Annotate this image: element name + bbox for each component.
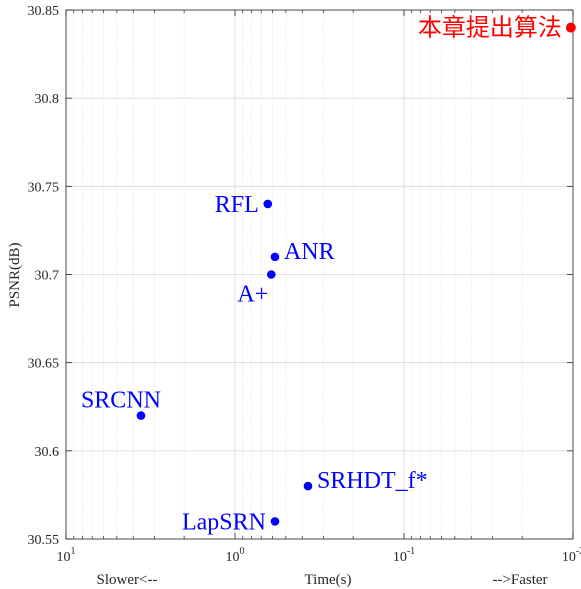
x-tick-label: 101 [57, 546, 76, 565]
y-tick-label: 30.75 [28, 180, 60, 195]
x-axis-right-note: -->Faster [492, 572, 547, 588]
y-tick-labels: 30.55 30.6 30.65 30.7 30.75 30.8 30.85 [28, 4, 60, 548]
y-tick-label: 30.65 [28, 357, 60, 372]
data-point [266, 270, 276, 279]
x-tick-label: 100 [226, 546, 245, 565]
point-label: SRCNN [81, 388, 161, 414]
data-point [303, 481, 313, 491]
y-tick-label: 30.8 [35, 92, 60, 107]
y-tick-label: 30.55 [28, 533, 60, 548]
y-tick-label: 30.85 [28, 4, 60, 19]
y-tick-label: 30.7 [35, 269, 60, 284]
y-axis-label: PSNR(dB) [7, 242, 23, 307]
x-tick-label: 10-2 [562, 546, 581, 565]
axis-ticks [65, 9, 574, 540]
data-point [263, 199, 273, 209]
point-label: 本章提出算法 [418, 14, 562, 42]
point-label: SRHDT_f* [317, 468, 428, 494]
x-axis-label: Time(s) [305, 572, 352, 588]
point-label: ANR [284, 239, 335, 265]
point-label: RFL [215, 192, 259, 218]
data-point [565, 22, 576, 33]
y-tick-label: 30.6 [35, 445, 60, 460]
data-points: RFL ANR A+ SRCNN SRHDT_f* LapSRN 本章提出算法 [81, 14, 576, 535]
data-point [270, 252, 280, 262]
x-tick-label: 10-1 [393, 546, 415, 565]
data-point [136, 411, 146, 420]
data-point [270, 517, 280, 526]
x-axis-left-note: Slower<-- [97, 572, 158, 588]
point-label: A+ [237, 282, 268, 308]
x-tick-labels: 101 100 10-1 10-2 [57, 546, 581, 565]
point-label: LapSRN [182, 509, 266, 535]
